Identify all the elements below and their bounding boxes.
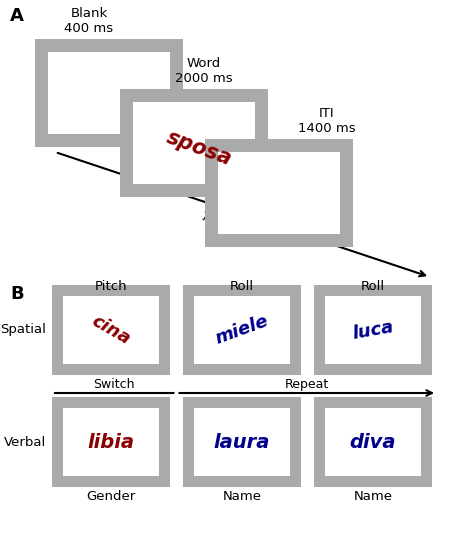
Text: diva: diva xyxy=(350,432,396,452)
Bar xyxy=(325,296,421,364)
Text: Roll: Roll xyxy=(361,280,385,293)
Text: libia: libia xyxy=(88,432,135,452)
Bar xyxy=(194,408,290,476)
Text: Pitch: Pitch xyxy=(95,280,128,293)
Text: Word
2000 ms: Word 2000 ms xyxy=(175,57,233,85)
Text: Roll: Roll xyxy=(230,280,254,293)
Text: B: B xyxy=(10,285,24,303)
Bar xyxy=(314,397,432,487)
Text: Verbal: Verbal xyxy=(4,436,46,448)
Text: Name: Name xyxy=(222,490,262,503)
Bar xyxy=(133,102,255,184)
Bar xyxy=(52,397,170,487)
Text: cina: cina xyxy=(89,312,134,348)
Text: Gender: Gender xyxy=(86,490,136,503)
Text: A: A xyxy=(10,7,24,25)
Text: ITI
1400 ms: ITI 1400 ms xyxy=(298,107,356,135)
Text: luca: luca xyxy=(351,317,395,342)
Bar xyxy=(314,285,432,375)
Bar xyxy=(218,152,340,234)
Text: Switch: Switch xyxy=(93,378,135,391)
Text: Time: Time xyxy=(198,210,232,234)
Bar xyxy=(194,296,290,364)
Text: laura: laura xyxy=(214,432,270,452)
Bar xyxy=(63,296,159,364)
Bar xyxy=(325,408,421,476)
Bar xyxy=(183,285,301,375)
Text: miele: miele xyxy=(213,312,271,348)
Bar xyxy=(183,397,301,487)
Bar xyxy=(52,285,170,375)
Bar xyxy=(48,52,170,134)
Text: Repeat: Repeat xyxy=(284,378,329,391)
Bar xyxy=(63,408,159,476)
Bar xyxy=(205,139,353,247)
Bar xyxy=(35,39,183,147)
Text: sposa: sposa xyxy=(164,127,235,169)
Text: Spatial: Spatial xyxy=(0,324,46,336)
Text: Blank
400 ms: Blank 400 ms xyxy=(64,7,114,35)
Bar xyxy=(120,89,268,197)
Text: Name: Name xyxy=(354,490,392,503)
